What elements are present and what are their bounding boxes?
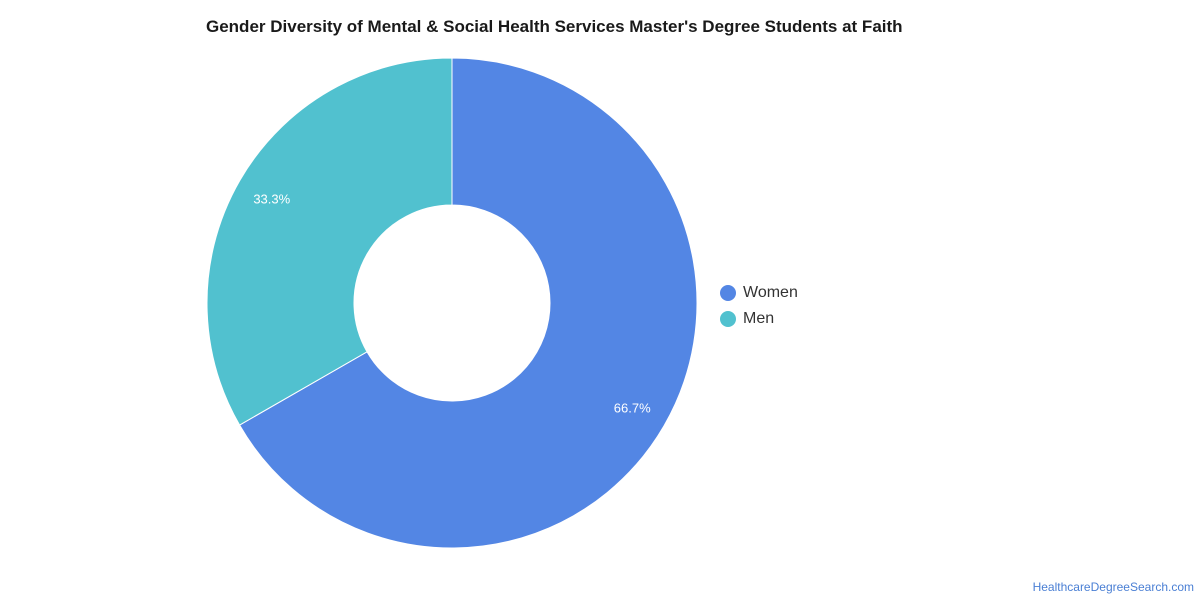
legend-label-women: Women xyxy=(743,284,798,301)
data-label-men: 33.3% xyxy=(253,192,290,207)
legend-swatch-women xyxy=(720,285,736,301)
source-watermark[interactable]: HealthcareDegreeSearch.com xyxy=(1032,580,1194,594)
legend-item-men[interactable]: Men xyxy=(720,306,798,332)
legend-item-women[interactable]: Women xyxy=(720,280,798,306)
slice-men[interactable] xyxy=(206,57,453,426)
legend: Women Men xyxy=(720,280,798,332)
data-label-women: 66.7% xyxy=(614,400,651,415)
chart-title: Gender Diversity of Mental & Social Heal… xyxy=(206,17,903,36)
slice-women[interactable] xyxy=(238,57,698,549)
legend-swatch-men xyxy=(720,311,736,327)
legend-label-men: Men xyxy=(743,310,775,327)
